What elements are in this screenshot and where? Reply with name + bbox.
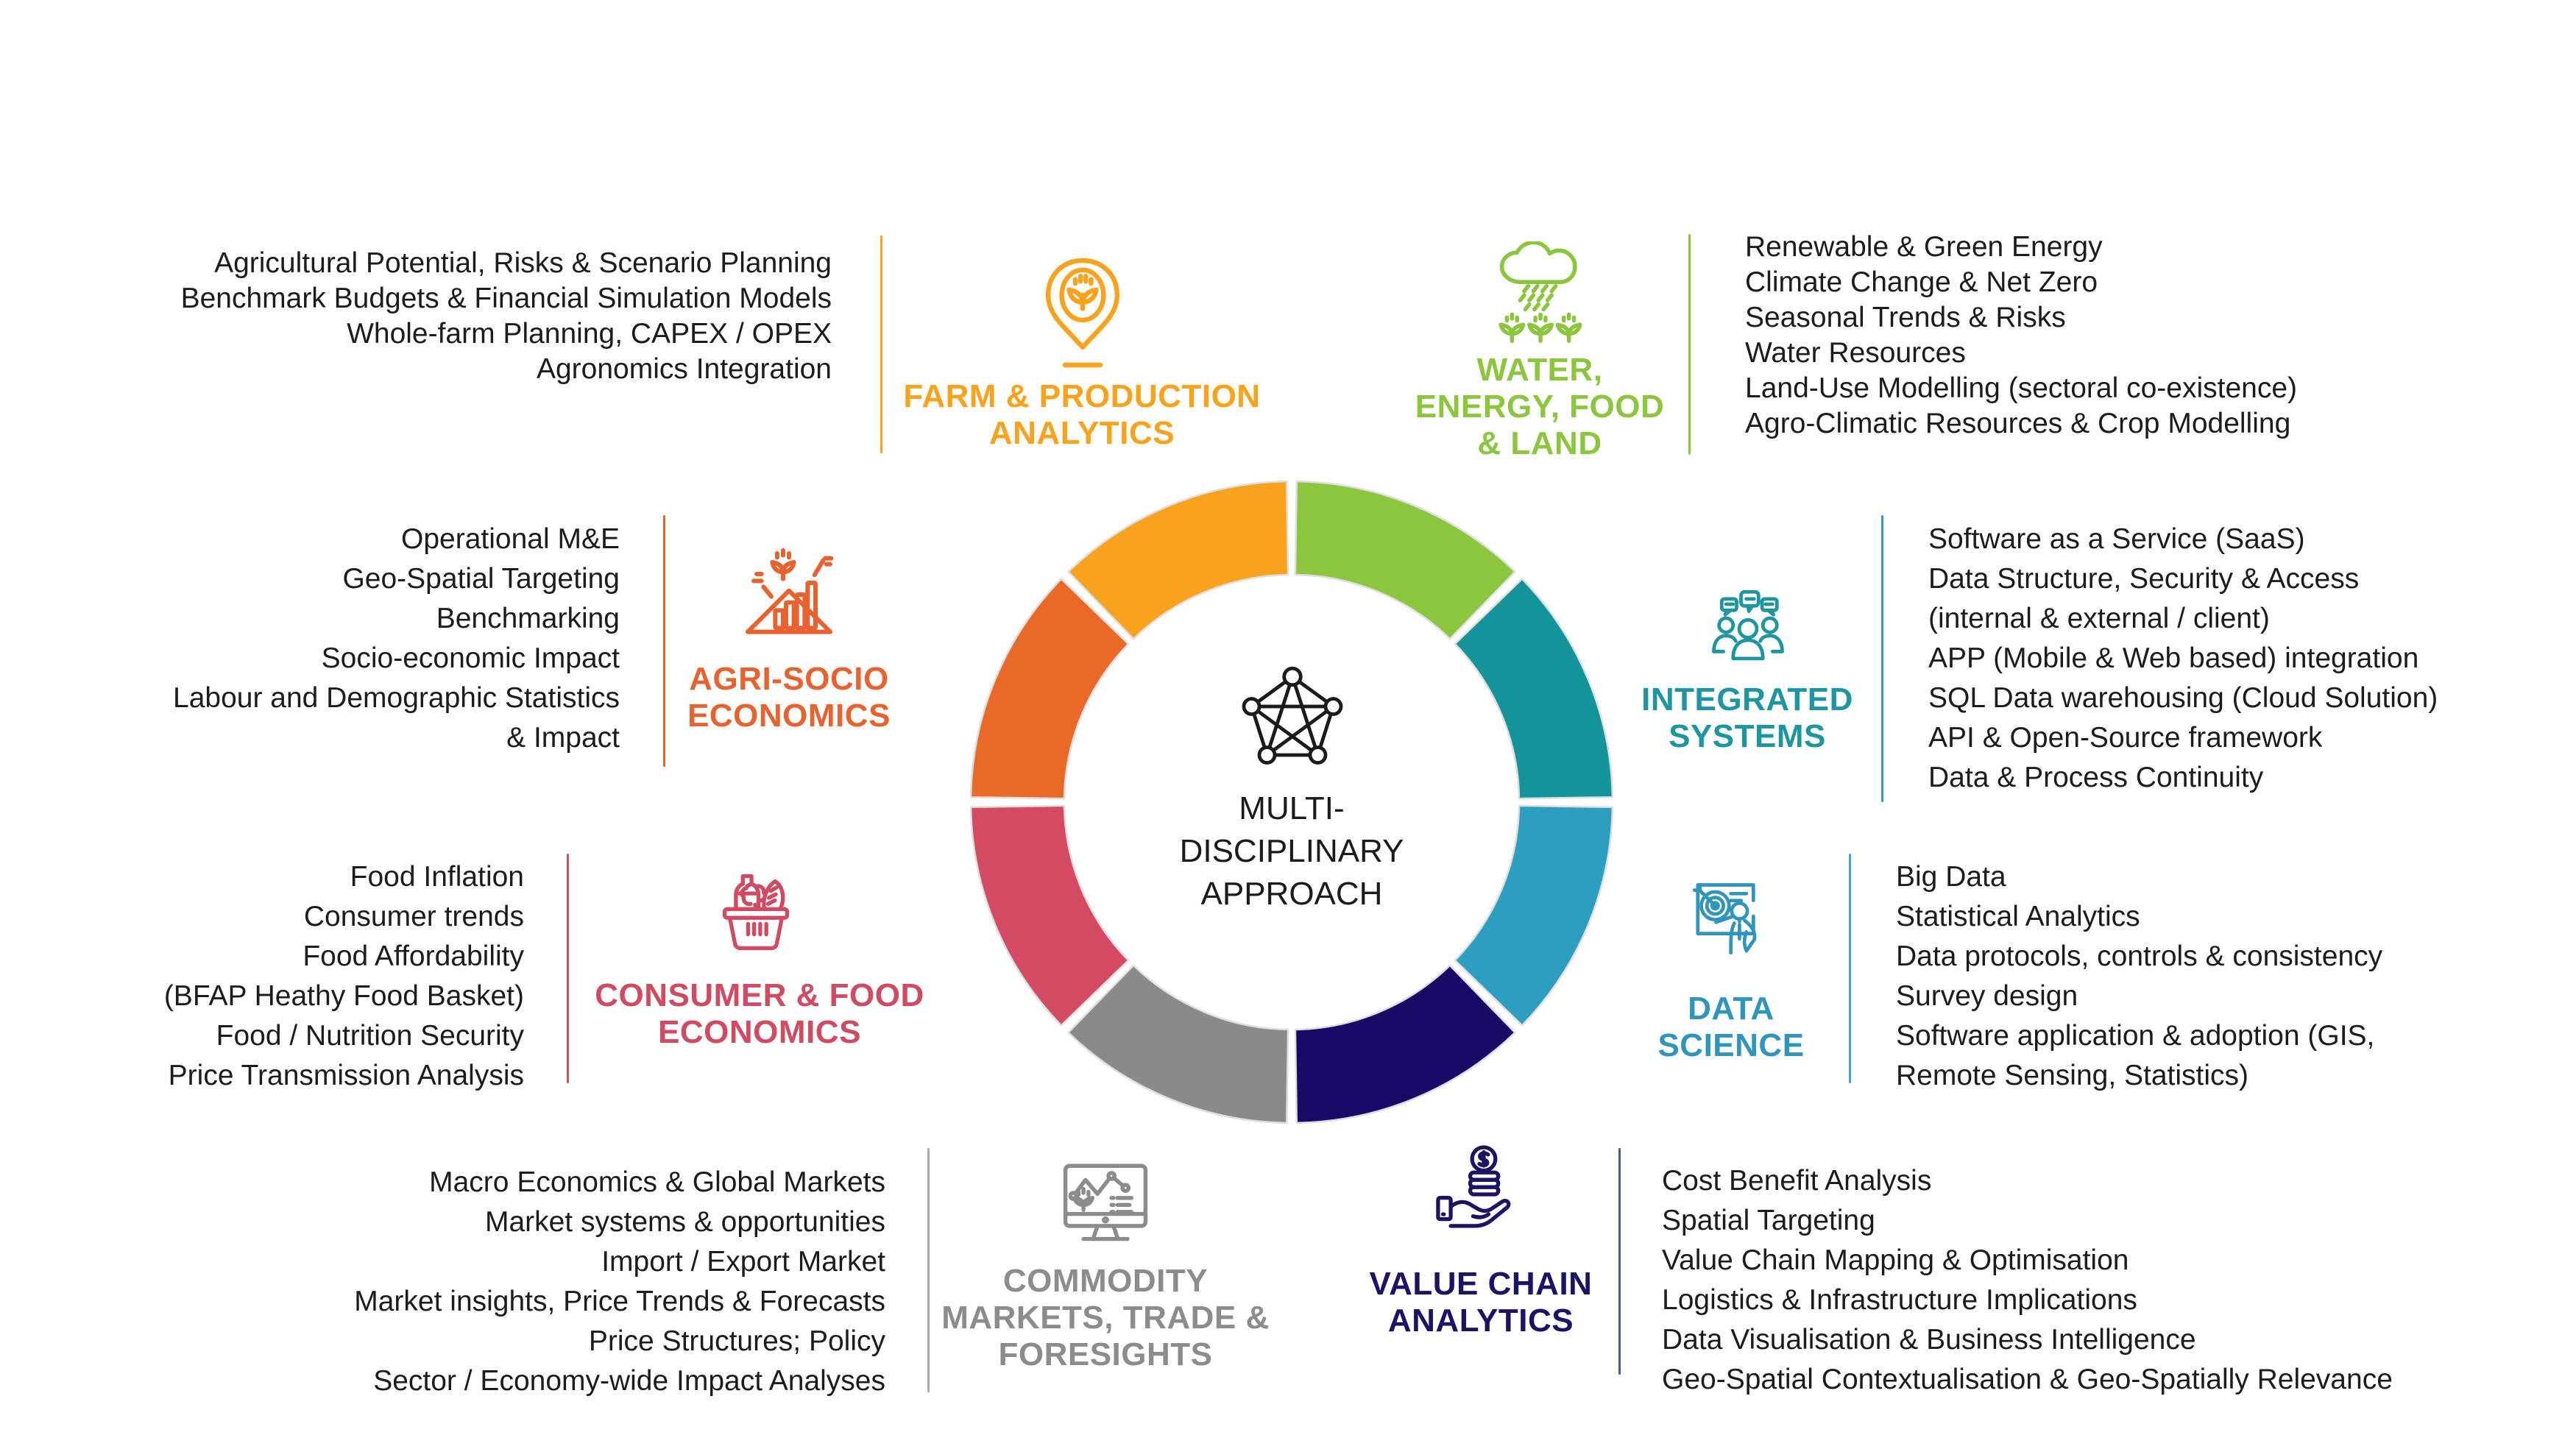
- people-chat-icon: [1697, 581, 1799, 664]
- monitor-chart-icon: [1055, 1160, 1156, 1251]
- list-item: Spatial Targeting: [1662, 1205, 1875, 1236]
- list-item: Agricultural Potential, Risks & Scenario…: [214, 247, 832, 279]
- valuechain-items-list: Cost Benefit Analysis Spatial Targeting Va…: [1662, 1161, 2575, 1400]
- donut-segment-integrated-systems: [1454, 578, 1614, 800]
- list-item: Whole-farm Planning, CAPEX / OPEX: [347, 318, 832, 350]
- coins-in-hand-icon: [1432, 1144, 1529, 1242]
- list-item: Survey design: [1896, 980, 2078, 1012]
- list-item: (BFAP Heathy Food Basket): [163, 980, 524, 1012]
- integrated-divider: [1881, 515, 1883, 802]
- list-item: Data & Process Continuity: [1928, 762, 2264, 793]
- list-item: Land-Use Modelling (sectoral co-existenc…: [1745, 372, 2298, 404]
- water-items-list: Renewable & Green Energy Climate Change &…: [1745, 230, 2569, 442]
- list-item: & Impact: [506, 722, 620, 754]
- list-item: Logistics & Infrastructure Implications: [1662, 1284, 2137, 1316]
- donut-segment-data-science: [1454, 804, 1614, 1027]
- list-item: Food Inflation: [350, 861, 524, 893]
- list-item: Seasonal Trends & Risks: [1745, 302, 2066, 333]
- donut-segment-farm-production-analytics: [1067, 480, 1289, 640]
- list-item: Renewable & Green Energy: [1745, 231, 2103, 263]
- commodity-items-list: Macro Economics & Global Markets Market s…: [199, 1163, 885, 1401]
- donut-segment-consumer-food-economics: [969, 804, 1130, 1027]
- list-item: Benchmark Budgets & Financial Simulation…: [180, 283, 832, 314]
- datasci-divider: [1849, 854, 1851, 1083]
- farm-title: FARM & PRODUCTION ANALYTICS: [903, 378, 1261, 451]
- list-item: Data Visualisation & Business Intelligen…: [1662, 1324, 2196, 1356]
- consumer-title: CONSUMER & FOOD ECONOMICS: [595, 977, 924, 1050]
- datasci-title: DATA SCIENCE: [1657, 991, 1805, 1063]
- list-item: Software application & adoption (GIS,: [1896, 1020, 2375, 1052]
- water-title: WATER, ENERGY, FOOD & LAND: [1415, 352, 1665, 461]
- list-item: Data Structure, Security & Access: [1928, 563, 2360, 595]
- commodity-title: COMMODITY MARKETS, TRADE & FORESIGHTS: [941, 1263, 1270, 1372]
- donut-segment-value-chain-analytics: [1294, 964, 1516, 1124]
- target-presentation-icon: [1685, 873, 1780, 960]
- consumer-divider: [567, 854, 569, 1083]
- list-item: APP (Mobile & Web based) integration: [1928, 642, 2419, 674]
- agri-title: AGRI-SOCIO ECONOMICS: [687, 661, 891, 734]
- agri-divider: [663, 515, 665, 767]
- list-item: API & Open-Source framework: [1928, 722, 2323, 754]
- list-item: Food Affordability: [302, 940, 524, 972]
- list-item: Benchmarking: [436, 603, 620, 634]
- donut-segment-agri-socio-economics: [969, 578, 1130, 800]
- donut-segment-water-energy-food-land: [1294, 480, 1516, 640]
- list-item: Climate Change & Net Zero: [1745, 266, 2098, 298]
- list-item: Market systems & opportunities: [484, 1206, 885, 1238]
- list-item: Value Chain Mapping & Optimisation: [1662, 1244, 2129, 1276]
- datasci-items-list: Big Data Statistical Analytics Data protoc…: [1896, 857, 2573, 1096]
- list-item: Food / Nutrition Security: [216, 1020, 524, 1052]
- valuechain-divider: [1618, 1148, 1621, 1375]
- list-item: Water Resources: [1745, 337, 1966, 369]
- list-item: SQL Data warehousing (Cloud Solution): [1928, 682, 2438, 714]
- list-item: (internal & external / client): [1928, 603, 2270, 634]
- list-item: Agronomics Integration: [536, 353, 832, 385]
- donut-segment-commodity-markets-trade-foresights: [1067, 964, 1289, 1124]
- valuechain-title: VALUE CHAIN ANALYTICS: [1369, 1266, 1593, 1339]
- network-pentagon-icon: [1235, 665, 1350, 775]
- list-item: Big Data: [1896, 861, 2006, 893]
- list-item: Geo-Spatial Contextualisation & Geo-Spat…: [1662, 1364, 2393, 1395]
- list-item: Cost Benefit Analysis: [1662, 1165, 1932, 1197]
- list-item: Import / Export Market: [601, 1246, 885, 1278]
- list-item: Operational M&E: [401, 523, 620, 555]
- list-item: Labour and Demographic Statistics: [173, 682, 620, 714]
- center-label: MULTI- DISCIPLINARY APPROACH: [1179, 790, 1404, 912]
- list-item: Software as a Service (SaaS): [1928, 523, 2305, 555]
- rain-cloud-crops-icon: [1485, 241, 1596, 343]
- integrated-items-list: Software as a Service (SaaS) Data Structu…: [1928, 520, 2569, 798]
- list-item: Statistical Analytics: [1896, 901, 2140, 932]
- list-item: Data protocols, controls & consistency: [1896, 940, 2383, 972]
- food-basket-icon: [709, 864, 803, 951]
- water-divider: [1688, 234, 1691, 455]
- donut-chart: [969, 480, 1614, 1124]
- commodity-divider: [927, 1148, 930, 1392]
- growth-bars-plant-icon: [738, 548, 840, 636]
- agri-items-list: Operational M&E Geo-Spatial Targeting Benc…: [70, 520, 620, 758]
- list-item: Price Transmission Analysis: [168, 1060, 524, 1091]
- list-item: Consumer trends: [303, 901, 524, 932]
- list-item: Sector / Economy-wide Impact Analyses: [373, 1365, 885, 1397]
- list-item: Geo-Spatial Targeting: [342, 563, 620, 595]
- list-item: Macro Economics & Global Markets: [429, 1166, 885, 1198]
- consumer-items-list: Food Inflation Consumer trends Food Afford…: [63, 857, 524, 1096]
- list-item: Socio-economic Impact: [321, 642, 620, 674]
- integrated-title: INTEGRATED SYSTEMS: [1641, 681, 1853, 754]
- map-pin-plant-icon: [1030, 256, 1135, 369]
- list-item: Market insights, Price Trends & Forecast…: [354, 1286, 885, 1317]
- list-item: Remote Sensing, Statistics): [1896, 1060, 2249, 1091]
- list-item: Agro-Climatic Resources & Crop Modelling: [1745, 408, 2291, 439]
- list-item: Price Structures; Policy: [588, 1325, 885, 1357]
- farm-items-list: Agricultural Potential, Risks & Scenario…: [103, 246, 832, 387]
- farm-divider: [880, 235, 882, 453]
